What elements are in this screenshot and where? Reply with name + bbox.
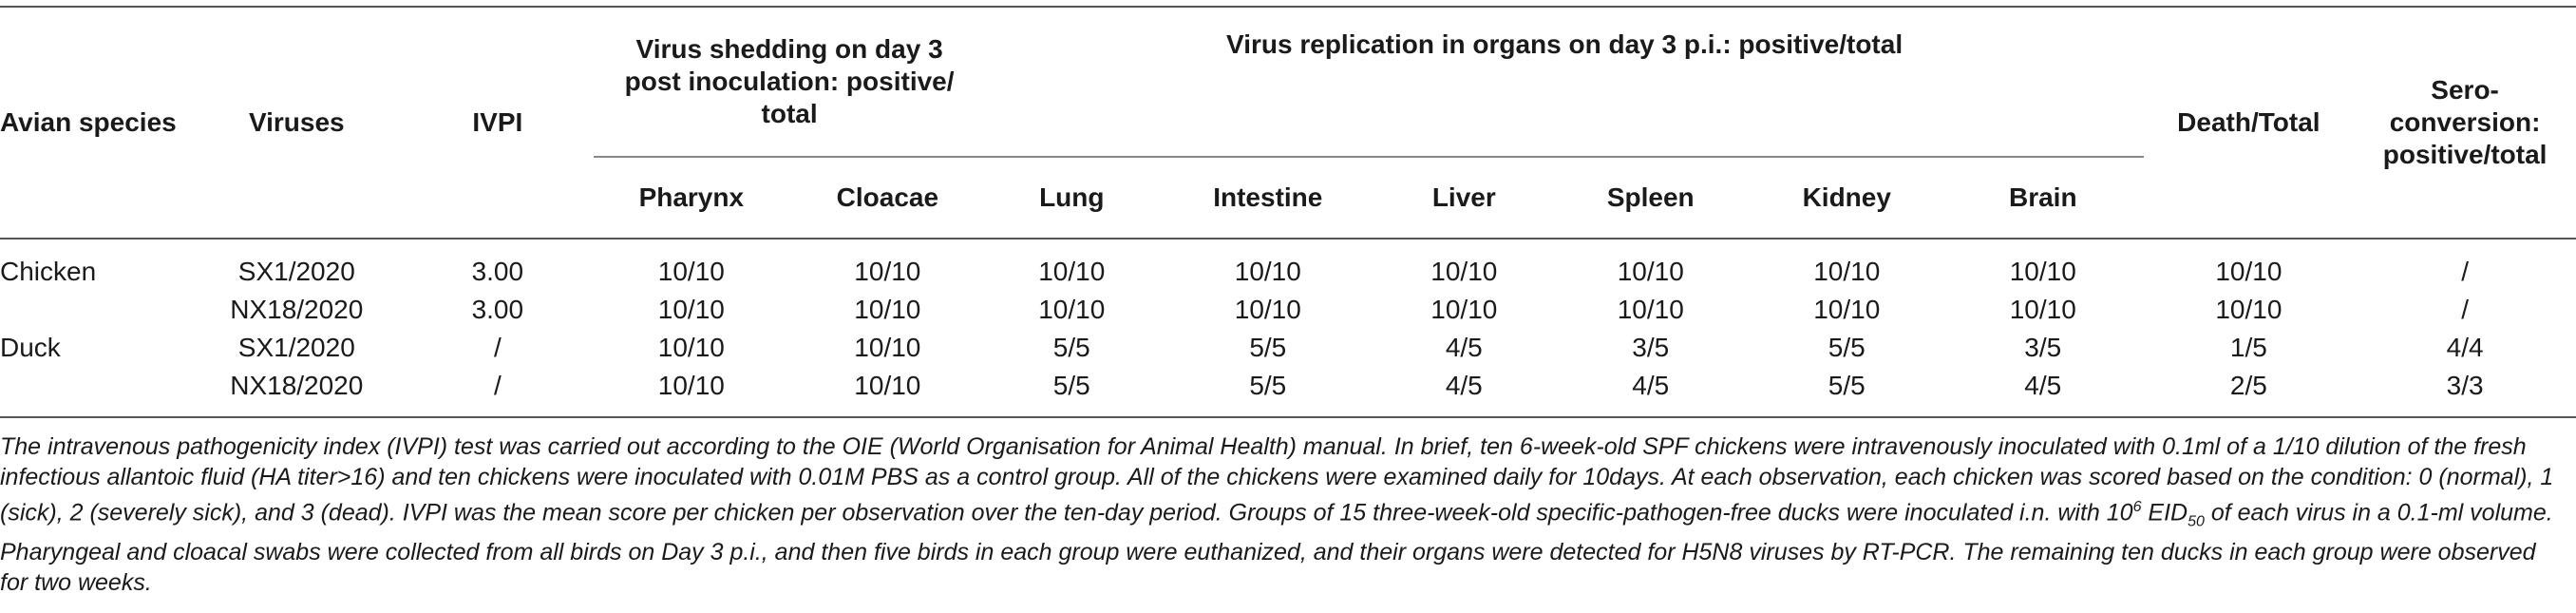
cell-kidney: 5/5 [1828, 371, 1866, 400]
cell-cloacae: 10/10 [854, 295, 921, 324]
header-shedding-group: Virus shedding on day 3 post inoculation… [593, 7, 986, 158]
header-seroconversion: Sero-conversion: positive/total [2354, 7, 2576, 239]
table-row: NX18/2020 / 10/10 10/10 5/5 5/5 4/5 4/5 … [0, 367, 2576, 417]
cell-death: 10/10 [2215, 295, 2282, 324]
table-footnote: The intravenous pathogenicity index (IVP… [0, 431, 2565, 598]
cell-lung: 10/10 [1038, 257, 1106, 286]
table-row: Duck SX1/2020 / 10/10 10/10 5/5 5/5 4/5 … [0, 329, 2576, 367]
cell-liver: 4/5 [1445, 333, 1483, 362]
header-pharynx: Pharynx [638, 182, 745, 212]
cell-cloacae: 10/10 [854, 371, 921, 400]
cell-brain: 10/10 [2009, 257, 2076, 286]
cell-virus: SX1/2020 [237, 257, 355, 286]
cell-pharynx: 10/10 [657, 257, 725, 286]
header-death-total: Death/Total [2143, 7, 2355, 239]
footnote-text: The intravenous pathogenicity index (IVP… [0, 433, 2554, 527]
footnote-superscript: 6 [2132, 499, 2142, 515]
cell-liver: 10/10 [1430, 295, 1498, 324]
cell-lung: 5/5 [1052, 333, 1090, 362]
cell-pharynx: 10/10 [657, 333, 725, 362]
cell-brain: 10/10 [2009, 295, 2076, 324]
cell-brain: 3/5 [2024, 333, 2062, 362]
cell-virus: SX1/2020 [237, 333, 355, 362]
cell-species [0, 291, 191, 329]
cell-spleen: 3/5 [1632, 333, 1670, 362]
cell-brain: 4/5 [2024, 371, 2062, 400]
cell-pharynx: 10/10 [657, 371, 725, 400]
cell-species [0, 367, 191, 417]
cell-cloacae: 10/10 [854, 333, 921, 362]
cell-virus: NX18/2020 [230, 371, 364, 400]
cell-cloacae: 10/10 [854, 257, 921, 286]
cell-kidney: 10/10 [1813, 257, 1881, 286]
header-spleen: Spleen [1606, 182, 1695, 212]
cell-lung: 5/5 [1052, 371, 1090, 400]
cell-sero: / [2461, 295, 2469, 324]
cell-species: Duck [0, 333, 61, 362]
cell-sero: 3/3 [2446, 371, 2484, 400]
cell-ivpi: 3.00 [471, 295, 524, 324]
cell-kidney: 10/10 [1813, 295, 1881, 324]
header-cloacae: Cloacae [836, 182, 939, 212]
cell-virus: NX18/2020 [230, 295, 364, 324]
cell-liver: 4/5 [1445, 371, 1483, 400]
header-liver: Liver [1431, 182, 1496, 212]
header-brain: Brain [2008, 182, 2077, 212]
cell-sero: / [2461, 257, 2469, 286]
table-row: Chicken SX1/2020 3.00 10/10 10/10 10/10 … [0, 239, 2576, 291]
cell-species: Chicken [0, 257, 97, 286]
cell-ivpi: 3.00 [471, 257, 524, 286]
cell-sero: 4/4 [2446, 333, 2484, 362]
cell-spleen: 10/10 [1617, 295, 1684, 324]
cell-intestine: 10/10 [1234, 257, 1301, 286]
cell-death: 2/5 [2229, 371, 2267, 400]
footnote-text: of each virus in a 0.1-ml volume. Pharyn… [0, 499, 2553, 597]
header-ivpi: IVPI [402, 7, 594, 239]
cell-death: 10/10 [2215, 257, 2282, 286]
results-table: Avian species Viruses IVPI Virus sheddin… [0, 6, 2576, 418]
footnote-subscript: 50 [2188, 513, 2205, 530]
cell-death: 1/5 [2229, 333, 2267, 362]
table-row: NX18/2020 3.00 10/10 10/10 10/10 10/10 1… [0, 291, 2576, 329]
header-lung: Lung [1039, 182, 1105, 212]
cell-intestine: 5/5 [1249, 333, 1287, 362]
header-replication-group: Virus replication in organs on day 3 p.i… [985, 7, 2144, 158]
cell-liver: 10/10 [1430, 257, 1498, 286]
header-viruses: Viruses [191, 7, 403, 239]
cell-lung: 10/10 [1038, 295, 1106, 324]
header-kidney: Kidney [1802, 182, 1891, 212]
cell-intestine: 10/10 [1234, 295, 1301, 324]
cell-kidney: 5/5 [1828, 333, 1866, 362]
header-avian-species: Avian species [0, 7, 192, 239]
cell-ivpi: / [493, 371, 502, 400]
cell-ivpi: / [493, 333, 502, 362]
footnote-text: EID [2141, 499, 2188, 527]
cell-pharynx: 10/10 [657, 295, 725, 324]
header-intestine: Intestine [1213, 182, 1323, 212]
cell-spleen: 10/10 [1617, 257, 1684, 286]
cell-intestine: 5/5 [1249, 371, 1287, 400]
cell-spleen: 4/5 [1632, 371, 1670, 400]
